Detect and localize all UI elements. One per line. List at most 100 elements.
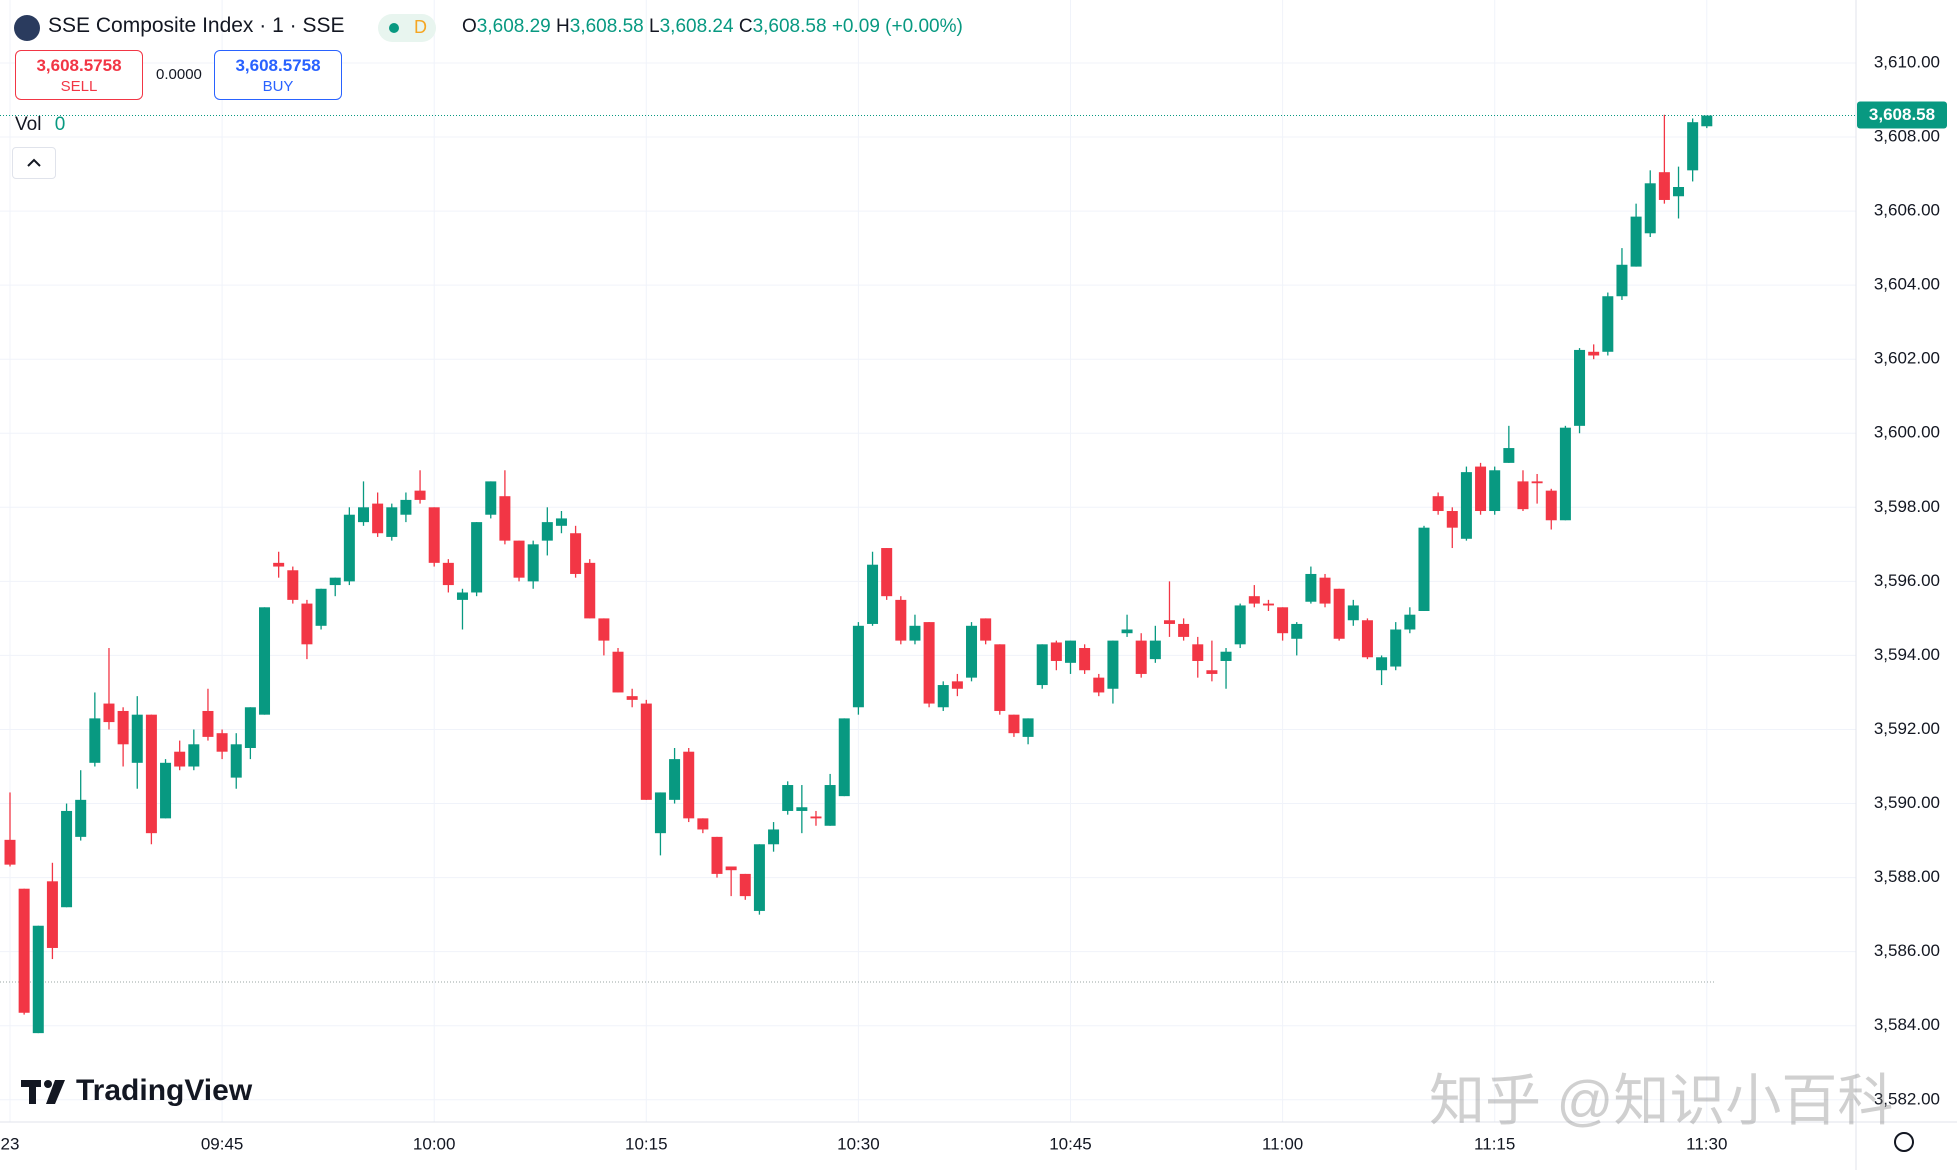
candle-body bbox=[1376, 657, 1388, 671]
candle-body bbox=[244, 707, 256, 748]
ohlc-value: 3,608.29 bbox=[476, 16, 551, 37]
candle-body bbox=[456, 592, 468, 600]
collapse-icon bbox=[27, 158, 41, 167]
candle-body bbox=[1093, 677, 1105, 693]
candle-body bbox=[654, 792, 666, 834]
x-tick-label: 10:00 bbox=[413, 1134, 456, 1153]
candle-body bbox=[61, 810, 73, 908]
candle-body bbox=[343, 514, 355, 582]
collapse-button[interactable] bbox=[12, 147, 56, 179]
candle-body bbox=[1489, 470, 1501, 512]
candle-body bbox=[980, 618, 992, 641]
candle-body bbox=[1107, 640, 1119, 689]
candle-body bbox=[1065, 640, 1076, 663]
y-tick-label: 3,604.00 bbox=[1874, 275, 1940, 294]
ohlc-label: C bbox=[738, 16, 753, 37]
buy-label: BUY bbox=[262, 78, 294, 95]
candle-body bbox=[160, 762, 172, 819]
candle-body bbox=[1404, 614, 1416, 630]
candle-body bbox=[485, 481, 497, 515]
candle-body bbox=[1220, 651, 1232, 661]
candle-body bbox=[838, 718, 850, 797]
y-tick-label: 3,592.00 bbox=[1874, 719, 1940, 738]
y-tick-label: 3,600.00 bbox=[1874, 423, 1940, 442]
candle-body bbox=[852, 625, 864, 708]
candle-body bbox=[640, 703, 652, 800]
candle-body bbox=[796, 807, 808, 811]
candle-body bbox=[386, 507, 398, 537]
candle-body bbox=[1687, 122, 1699, 171]
candle-body bbox=[4, 839, 16, 865]
status-dot bbox=[389, 23, 399, 33]
candle-body bbox=[1616, 264, 1628, 297]
candle-body bbox=[1135, 640, 1147, 674]
candle-body bbox=[131, 714, 143, 763]
candle-body bbox=[895, 599, 907, 641]
candle-body bbox=[1036, 644, 1048, 686]
candle-body bbox=[1277, 607, 1289, 634]
y-tick-label: 3,590.00 bbox=[1874, 793, 1940, 812]
y-tick-label: 3,598.00 bbox=[1874, 497, 1940, 516]
candle-body bbox=[555, 518, 567, 526]
candle-body bbox=[1262, 603, 1274, 606]
candle-body bbox=[867, 564, 879, 624]
x-tick-label: 23 bbox=[1, 1134, 20, 1153]
x-tick-label: 10:45 bbox=[1049, 1134, 1092, 1153]
candle-body bbox=[1305, 573, 1317, 602]
candle-body bbox=[1163, 620, 1175, 624]
logo-shape bbox=[29, 1080, 36, 1104]
candle-body bbox=[513, 540, 525, 578]
candle-body bbox=[1644, 183, 1656, 234]
candle-body bbox=[1630, 216, 1642, 267]
candle-body bbox=[329, 577, 341, 586]
candle-body bbox=[1432, 496, 1444, 512]
x-tick-label: 11:00 bbox=[1262, 1134, 1303, 1153]
plot-background bbox=[0, 0, 1856, 1122]
candle-body bbox=[1347, 605, 1359, 621]
candle-body bbox=[1418, 527, 1430, 611]
sell-label: SELL bbox=[60, 78, 98, 95]
volume-value: 0 bbox=[54, 114, 66, 135]
sell-button[interactable]: 3,608.5758 SELL bbox=[15, 50, 143, 100]
candle-body bbox=[1319, 577, 1331, 604]
candle-body bbox=[1178, 623, 1190, 637]
candle-body bbox=[1022, 718, 1034, 737]
ohlc-value: 3,608.24 bbox=[659, 16, 734, 37]
symbol-title[interactable]: SSE Composite Index · 1 · SSE bbox=[48, 14, 345, 37]
candle-body bbox=[923, 622, 935, 704]
x-tick-label: 11:15 bbox=[1474, 1134, 1515, 1153]
candle-body bbox=[414, 490, 426, 500]
y-tick-label: 3,608.00 bbox=[1874, 126, 1940, 145]
candle-body bbox=[1390, 629, 1402, 667]
candle-body bbox=[1673, 187, 1685, 197]
ohlc-value: 3,608.58 bbox=[752, 16, 827, 37]
candle-body bbox=[1234, 605, 1246, 645]
change: +0.09 (+0.00%) bbox=[831, 16, 963, 37]
candle-body bbox=[768, 829, 780, 845]
badge-text: D bbox=[414, 17, 427, 37]
candle-body bbox=[824, 785, 836, 826]
x-tick-label: 10:30 bbox=[837, 1134, 880, 1153]
candle-body bbox=[259, 607, 271, 715]
candle-body bbox=[711, 836, 723, 874]
last-price-label: 3,608.58 bbox=[1869, 105, 1935, 124]
candle-body bbox=[739, 873, 751, 897]
buy-button[interactable]: 3,608.5758 BUY bbox=[214, 50, 342, 100]
candle-body bbox=[145, 714, 157, 834]
candle-body bbox=[301, 603, 313, 645]
candle-body bbox=[1602, 296, 1614, 352]
ohlc-label: H bbox=[556, 16, 570, 37]
candle-body bbox=[1503, 448, 1515, 463]
settings-icon[interactable] bbox=[1894, 1132, 1914, 1152]
candle-body bbox=[1361, 620, 1373, 658]
candle-body bbox=[994, 644, 1006, 711]
logo-text: TradingView bbox=[76, 1074, 253, 1107]
spread: 0.0000 bbox=[156, 66, 202, 83]
candle-body bbox=[400, 499, 412, 515]
y-tick-label: 3,610.00 bbox=[1874, 52, 1940, 71]
candle-body bbox=[1475, 466, 1487, 512]
candle-body bbox=[570, 533, 582, 574]
candle-body bbox=[1079, 648, 1091, 671]
candle-body bbox=[1559, 427, 1571, 521]
logo[interactable]: TradingView bbox=[21, 1074, 252, 1113]
